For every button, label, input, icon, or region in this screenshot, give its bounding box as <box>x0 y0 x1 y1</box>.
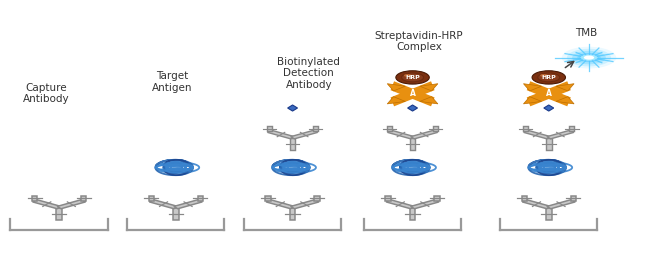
Polygon shape <box>547 130 574 139</box>
Polygon shape <box>523 97 541 104</box>
Polygon shape <box>266 200 294 209</box>
Polygon shape <box>288 105 298 111</box>
Polygon shape <box>411 130 437 139</box>
Circle shape <box>567 49 611 66</box>
Text: Streptavidin-HRP
Complex: Streptavidin-HRP Complex <box>375 31 463 53</box>
Circle shape <box>540 74 547 77</box>
Polygon shape <box>544 105 554 111</box>
Polygon shape <box>57 200 86 209</box>
Polygon shape <box>410 207 415 220</box>
Polygon shape <box>291 130 318 139</box>
Circle shape <box>580 54 598 61</box>
Polygon shape <box>173 207 179 220</box>
Circle shape <box>584 56 594 60</box>
Text: Biotinylated
Detection
Antibody: Biotinylated Detection Antibody <box>278 57 340 90</box>
Polygon shape <box>291 200 319 209</box>
Polygon shape <box>32 196 37 201</box>
Polygon shape <box>198 196 203 201</box>
Polygon shape <box>571 196 576 201</box>
Text: HRP: HRP <box>405 75 420 80</box>
Polygon shape <box>290 207 296 220</box>
Circle shape <box>562 47 616 68</box>
Text: Capture
Antibody: Capture Antibody <box>23 82 70 104</box>
Circle shape <box>404 74 411 77</box>
Circle shape <box>402 73 423 82</box>
Circle shape <box>396 71 429 84</box>
Polygon shape <box>387 97 406 104</box>
Circle shape <box>532 71 566 84</box>
Polygon shape <box>32 200 61 209</box>
Polygon shape <box>408 105 417 111</box>
Polygon shape <box>149 196 154 201</box>
Polygon shape <box>524 130 551 139</box>
Polygon shape <box>268 130 294 139</box>
Polygon shape <box>523 84 541 91</box>
Polygon shape <box>523 126 528 131</box>
Polygon shape <box>546 207 552 220</box>
Text: Target
Antigen: Target Antigen <box>152 71 193 93</box>
Text: A: A <box>410 89 415 98</box>
Polygon shape <box>556 97 574 104</box>
Polygon shape <box>265 196 270 201</box>
Polygon shape <box>522 200 551 209</box>
Polygon shape <box>522 196 527 201</box>
Polygon shape <box>547 200 575 209</box>
Polygon shape <box>410 138 415 150</box>
Text: TMB: TMB <box>575 28 597 38</box>
Polygon shape <box>420 97 438 104</box>
Polygon shape <box>556 84 574 91</box>
Polygon shape <box>386 200 415 209</box>
Polygon shape <box>313 126 318 131</box>
Circle shape <box>572 51 606 64</box>
Polygon shape <box>150 200 178 209</box>
Polygon shape <box>387 126 392 131</box>
Text: HRP: HRP <box>541 75 556 80</box>
Polygon shape <box>56 207 62 220</box>
Polygon shape <box>387 130 415 139</box>
Polygon shape <box>290 138 295 150</box>
Polygon shape <box>81 196 86 201</box>
Circle shape <box>538 73 560 82</box>
Polygon shape <box>434 126 438 131</box>
Polygon shape <box>420 84 438 91</box>
Text: A: A <box>546 89 552 98</box>
Polygon shape <box>387 84 406 91</box>
Polygon shape <box>315 196 320 201</box>
Polygon shape <box>174 200 202 209</box>
Polygon shape <box>434 196 439 201</box>
Polygon shape <box>385 196 391 201</box>
Polygon shape <box>569 126 575 131</box>
Polygon shape <box>267 126 272 131</box>
Polygon shape <box>411 200 439 209</box>
Polygon shape <box>546 138 552 150</box>
Circle shape <box>577 53 601 62</box>
